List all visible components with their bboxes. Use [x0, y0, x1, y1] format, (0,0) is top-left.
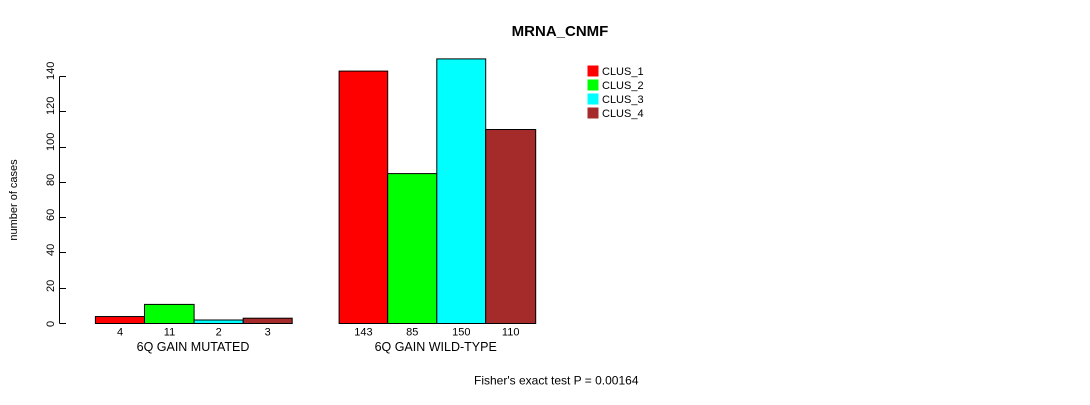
svg-text:100: 100 [45, 133, 57, 151]
svg-text:143: 143 [354, 327, 372, 339]
svg-text:60: 60 [45, 209, 57, 221]
svg-text:6Q GAIN MUTATED: 6Q GAIN MUTATED [137, 340, 250, 354]
svg-text:85: 85 [406, 327, 418, 339]
svg-text:CLUS_1: CLUS_1 [602, 66, 644, 78]
svg-text:20: 20 [45, 280, 57, 292]
svg-text:6Q GAIN WILD-TYPE: 6Q GAIN WILD-TYPE [375, 340, 497, 354]
svg-text:3: 3 [265, 327, 271, 339]
svg-text:140: 140 [45, 62, 57, 80]
svg-text:CLUS_4: CLUS_4 [602, 108, 644, 120]
svg-text:CLUS_3: CLUS_3 [602, 94, 644, 106]
svg-text:Fisher's exact test P = 0.0016: Fisher's exact test P = 0.00164 [474, 373, 639, 387]
svg-text:0: 0 [45, 321, 57, 327]
svg-text:110: 110 [502, 327, 520, 339]
svg-text:2: 2 [216, 327, 222, 339]
svg-text:80: 80 [45, 174, 57, 186]
svg-text:MRNA_CNMF: MRNA_CNMF [512, 23, 609, 40]
svg-text:4: 4 [117, 327, 123, 339]
svg-text:150: 150 [452, 327, 470, 339]
svg-text:40: 40 [45, 244, 57, 256]
svg-text:number of cases: number of cases [8, 159, 20, 241]
svg-text:11: 11 [164, 327, 175, 339]
svg-text:CLUS_2: CLUS_2 [602, 80, 644, 92]
svg-text:120: 120 [45, 97, 57, 115]
